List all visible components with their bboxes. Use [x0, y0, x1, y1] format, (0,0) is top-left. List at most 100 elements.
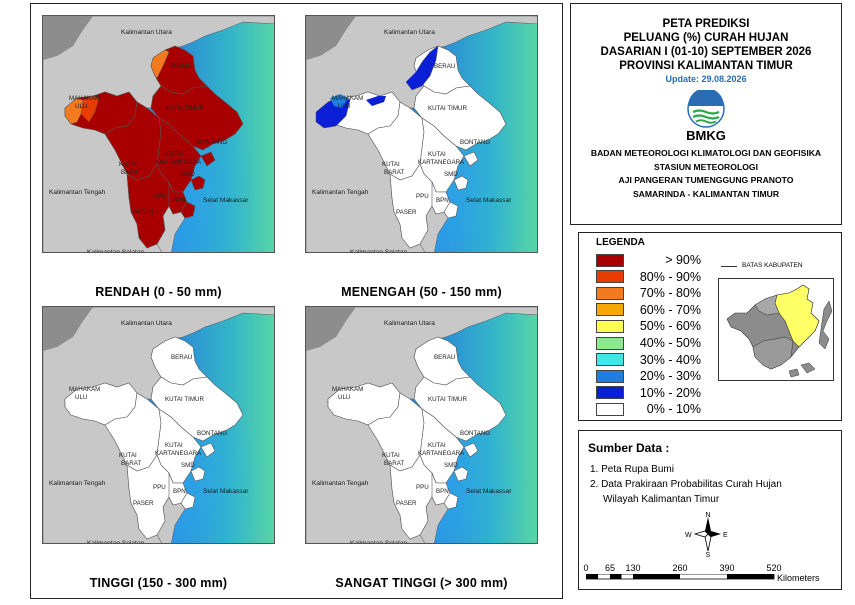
title-line-2: PELUANG (%) CURAH HUJAN — [623, 32, 789, 44]
svg-text:Selat Makassar: Selat Makassar — [466, 197, 512, 204]
svg-text:BPN: BPN — [436, 488, 449, 495]
legend-label: 80% - 90% — [639, 269, 701, 284]
compass-e: E — [723, 532, 728, 539]
svg-text:KUTAI: KUTAI — [165, 151, 183, 158]
svg-text:BONTANG: BONTANG — [460, 139, 490, 146]
svg-text:PPU: PPU — [153, 193, 166, 200]
svg-text:BARAT: BARAT — [121, 460, 141, 467]
source-item-3: Wilayah Kalimantan Timur — [603, 494, 720, 505]
svg-text:SMD: SMD — [444, 462, 458, 469]
svg-text:Kalimantan Selatan: Kalimantan Selatan — [87, 540, 145, 544]
legend-item: 30% - 40% — [596, 353, 701, 367]
svg-text:ULU: ULU — [338, 103, 350, 110]
svg-text:Kalimantan Utara: Kalimantan Utara — [121, 29, 172, 36]
svg-text:KUTAI: KUTAI — [119, 452, 137, 459]
legend-item: 20% - 30% — [596, 369, 701, 383]
source-item-2: 2. Data Prakiraan Probabilitas Curah Huj… — [590, 479, 782, 490]
panel-caption-rendah: RENDAH (0 - 50 mm) — [95, 285, 222, 299]
scale-bar-graphic — [586, 574, 775, 580]
legend-swatch — [596, 286, 624, 300]
svg-text:KUTAI: KUTAI — [382, 452, 400, 459]
legend-item: 60% - 70% — [596, 303, 701, 317]
svg-text:BONTANG: BONTANG — [197, 139, 227, 146]
legend-label: 70% - 80% — [639, 286, 701, 301]
svg-text:BONTANG: BONTANG — [197, 430, 227, 437]
scale-tick: 130 — [625, 563, 641, 573]
svg-text:BERAU: BERAU — [434, 63, 455, 70]
legend-label: 0% - 10% — [646, 402, 701, 417]
boundary-label: BATAS KABUPATEN — [742, 262, 803, 269]
legend-item: 50% - 60% — [596, 319, 701, 333]
svg-text:Selat Makassar: Selat Makassar — [466, 488, 512, 495]
legend-label: > 90% — [665, 253, 701, 267]
legend-item: 40% - 50% — [596, 336, 701, 350]
svg-text:BARAT: BARAT — [384, 460, 404, 467]
svg-text:Kalimantan Tengah: Kalimantan Tengah — [49, 480, 106, 487]
svg-text:KUTAI TIMUR: KUTAI TIMUR — [428, 396, 467, 403]
svg-text:MAHAKAM: MAHAKAM — [332, 386, 363, 393]
svg-text:BPN: BPN — [173, 197, 186, 204]
svg-text:PASER: PASER — [133, 209, 154, 216]
source-item-1: 1. Peta Rupa Bumi — [590, 464, 674, 475]
scale-tick: 0 — [583, 563, 589, 573]
source-block: Sumber Data : 1. Peta Rupa Bumi 2. Data … — [578, 430, 842, 590]
bmkg-logo-icon — [687, 90, 725, 128]
svg-text:SMD: SMD — [181, 171, 195, 178]
institution-line-2: STASIUN METEOROLOGI — [654, 161, 758, 172]
svg-text:Kalimantan Tengah: Kalimantan Tengah — [49, 189, 106, 196]
legend-label: 20% - 30% — [639, 369, 701, 384]
svg-text:BPN: BPN — [173, 488, 186, 495]
inset-map — [718, 278, 834, 381]
legend-block: LEGENDA > 90% 80% - 90% 70% - 80% 60% - 70%… — [578, 232, 842, 421]
svg-text:BERAU: BERAU — [171, 63, 192, 70]
svg-text:MAHAKAM: MAHAKAM — [332, 95, 363, 102]
legend-item: 0% - 10% — [596, 402, 701, 416]
svg-text:Selat Makassar: Selat Makassar — [203, 488, 249, 495]
svg-text:Kalimantan Selatan: Kalimantan Selatan — [350, 249, 408, 253]
legend-item: 10% - 20% — [596, 386, 701, 400]
map-panel-sangat-tinggi: Kalimantan Utara Kalimantan Tengah Kaliman… — [305, 306, 538, 544]
legend-swatch — [596, 369, 624, 383]
legend-swatch — [596, 353, 624, 367]
update-date: Update: 29.08.2026 — [665, 74, 747, 84]
scale-tick: 65 — [604, 563, 616, 573]
svg-text:Selat Makassar: Selat Makassar — [203, 197, 249, 204]
legend-item: 80% - 90% — [596, 270, 701, 284]
panel-caption-tinggi: TINGGI (150 - 300 mm) — [89, 576, 228, 590]
institution-line-1: BADAN METEOROLOGI KLIMATOLOGI DAN GEOFIS… — [590, 148, 822, 158]
svg-text:KUTAI: KUTAI — [428, 151, 446, 158]
svg-text:Kalimantan Utara: Kalimantan Utara — [384, 29, 435, 36]
institution-line-3: AJI PANGERAN TUMENGGUNG PRANOTO — [618, 175, 794, 185]
panel-caption-menengah: MENENGAH (50 - 150 mm) — [341, 285, 502, 299]
legend-label: 30% - 40% — [639, 352, 701, 367]
legend-swatch — [596, 253, 624, 267]
svg-text:KUTAI TIMUR: KUTAI TIMUR — [165, 396, 204, 403]
svg-text:BARAT: BARAT — [121, 169, 141, 176]
svg-text:PASER: PASER — [396, 209, 417, 216]
title-line-3: DASARIAN I (01-10) SEPTEMBER 2026 — [600, 46, 812, 58]
svg-text:BONTANG: BONTANG — [460, 430, 490, 437]
svg-text:ULU: ULU — [75, 103, 87, 110]
svg-text:KUTAI: KUTAI — [382, 161, 400, 168]
svg-text:KUTAI: KUTAI — [165, 442, 183, 449]
svg-text:KARTANEGARA: KARTANEGARA — [155, 450, 202, 457]
compass-icon: N E S W — [685, 512, 728, 557]
legend-swatch — [596, 336, 624, 350]
svg-text:KARTANEGARA: KARTANEGARA — [418, 159, 465, 166]
svg-text:PPU: PPU — [416, 193, 429, 200]
svg-text:SMD: SMD — [444, 171, 458, 178]
svg-text:Kalimantan Selatan: Kalimantan Selatan — [87, 249, 145, 253]
scale-tick: 390 — [719, 563, 735, 573]
svg-text:PPU: PPU — [153, 484, 166, 491]
svg-text:ULU: ULU — [338, 394, 350, 401]
legend-label: 10% - 20% — [639, 385, 701, 400]
svg-text:PASER: PASER — [133, 500, 154, 507]
title-block: PETA PREDIKSI PELUANG (%) CURAH HUJAN DA… — [570, 3, 842, 225]
source-title: Sumber Data : — [588, 441, 670, 455]
svg-text:Kalimantan Tengah: Kalimantan Tengah — [312, 480, 369, 487]
svg-text:KUTAI: KUTAI — [428, 442, 446, 449]
svg-text:KUTAI TIMUR: KUTAI TIMUR — [165, 105, 204, 112]
svg-text:KARTANEGARA: KARTANEGARA — [418, 450, 465, 457]
scale-tick: 520 — [766, 563, 782, 573]
svg-text:Kalimantan Utara: Kalimantan Utara — [384, 320, 435, 327]
